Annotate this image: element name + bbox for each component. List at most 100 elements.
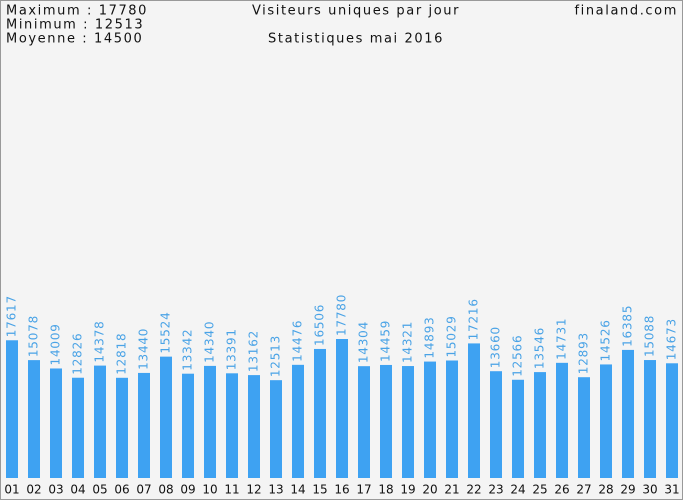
- x-tick-label: 14: [290, 483, 305, 497]
- value-label: 14459: [379, 320, 393, 362]
- bar: [116, 377, 128, 478]
- bar: [292, 364, 304, 478]
- x-tick-label: 11: [224, 483, 239, 497]
- bar: [204, 365, 216, 478]
- x-tick-label: 02: [26, 483, 41, 497]
- x-tick-label: 22: [466, 483, 481, 497]
- value-label: 15524: [159, 311, 173, 353]
- x-tick-label: 08: [158, 483, 173, 497]
- bar: [28, 360, 40, 478]
- bar: [380, 364, 392, 478]
- x-tick-label: 05: [92, 483, 107, 497]
- chart-subtitle: Statistiques mai 2016: [268, 32, 444, 47]
- bar: [248, 375, 260, 478]
- x-tick-label: 13: [268, 483, 283, 497]
- x-tick-label: 28: [598, 483, 613, 497]
- value-label: 14893: [423, 316, 437, 358]
- bar: [270, 380, 282, 478]
- x-tick-label: 24: [510, 483, 525, 497]
- x-tick-label: 27: [576, 483, 591, 497]
- bar: [578, 377, 590, 478]
- bar: [402, 366, 414, 478]
- value-label: 14009: [49, 323, 63, 365]
- value-label: 14673: [665, 318, 679, 360]
- bar: [226, 373, 238, 478]
- bar: [94, 365, 106, 478]
- x-tick-label: 16: [334, 483, 349, 497]
- value-label: 15029: [445, 315, 459, 357]
- chart-title: Visiteurs uniques par jour: [252, 4, 460, 19]
- x-tick-label: 19: [400, 483, 415, 497]
- value-label: 13440: [137, 328, 151, 370]
- value-label: 13162: [247, 330, 261, 372]
- value-label: 17617: [5, 295, 19, 337]
- value-label: 12513: [269, 335, 283, 377]
- stat-min: Minimum : 12513: [6, 18, 144, 33]
- stat-mean: Moyenne : 14500: [6, 32, 143, 47]
- bar: [336, 339, 348, 478]
- stat-max: Maximum : 17780: [6, 4, 148, 19]
- value-label: 14526: [599, 319, 613, 361]
- bar: [50, 368, 62, 478]
- bar: [160, 356, 172, 478]
- value-label: 14731: [555, 318, 569, 360]
- bar: [468, 343, 480, 478]
- x-tick-label: 10: [202, 483, 217, 497]
- bar: [6, 340, 18, 478]
- bar: [424, 361, 436, 478]
- bar: [534, 372, 546, 478]
- value-label: 17216: [467, 298, 481, 340]
- value-label: 13546: [533, 327, 547, 369]
- x-tick-label: 07: [136, 483, 151, 497]
- x-tick-label: 03: [48, 483, 63, 497]
- value-label: 12566: [511, 335, 525, 377]
- value-label: 15078: [27, 315, 41, 357]
- value-label: 14340: [203, 321, 217, 363]
- bar: [446, 360, 458, 478]
- x-tick-label: 09: [180, 483, 195, 497]
- value-label: 16506: [313, 304, 327, 346]
- x-tick-label: 31: [664, 483, 679, 497]
- x-tick-label: 21: [444, 483, 459, 497]
- value-label: 17780: [335, 294, 349, 336]
- value-label: 14476: [291, 320, 305, 362]
- x-tick-label: 12: [246, 483, 261, 497]
- site-name: finaland.com: [574, 4, 678, 19]
- value-label: 14304: [357, 321, 371, 363]
- bar: [490, 371, 502, 478]
- value-label: 14321: [401, 321, 415, 363]
- x-tick-label: 25: [532, 483, 547, 497]
- value-label: 13342: [181, 329, 195, 371]
- x-tick-label: 06: [114, 483, 129, 497]
- bar: [314, 348, 326, 478]
- x-tick-label: 30: [642, 483, 657, 497]
- value-label: 12818: [115, 333, 129, 375]
- bar: [138, 372, 150, 478]
- bar: [72, 377, 84, 478]
- x-tick-label: 23: [488, 483, 503, 497]
- bar: [358, 366, 370, 478]
- value-label: 13391: [225, 328, 239, 370]
- bar: [600, 364, 612, 478]
- value-label: 16385: [621, 305, 635, 347]
- bar: [666, 363, 678, 478]
- value-label: 12893: [577, 332, 591, 374]
- value-label: 12826: [71, 333, 85, 375]
- bar: [622, 349, 634, 478]
- x-tick-label: 04: [70, 483, 85, 497]
- x-tick-label: 17: [356, 483, 371, 497]
- x-tick-label: 26: [554, 483, 569, 497]
- bar: [556, 362, 568, 478]
- x-tick-label: 01: [4, 483, 19, 497]
- bar: [512, 379, 524, 478]
- value-label: 14378: [93, 320, 107, 362]
- x-tick-label: 15: [312, 483, 327, 497]
- x-tick-label: 18: [378, 483, 393, 497]
- bar: [644, 360, 656, 478]
- x-tick-label: 20: [422, 483, 437, 497]
- x-tick-label: 29: [620, 483, 635, 497]
- bar: [182, 373, 194, 478]
- value-label: 13660: [489, 326, 503, 368]
